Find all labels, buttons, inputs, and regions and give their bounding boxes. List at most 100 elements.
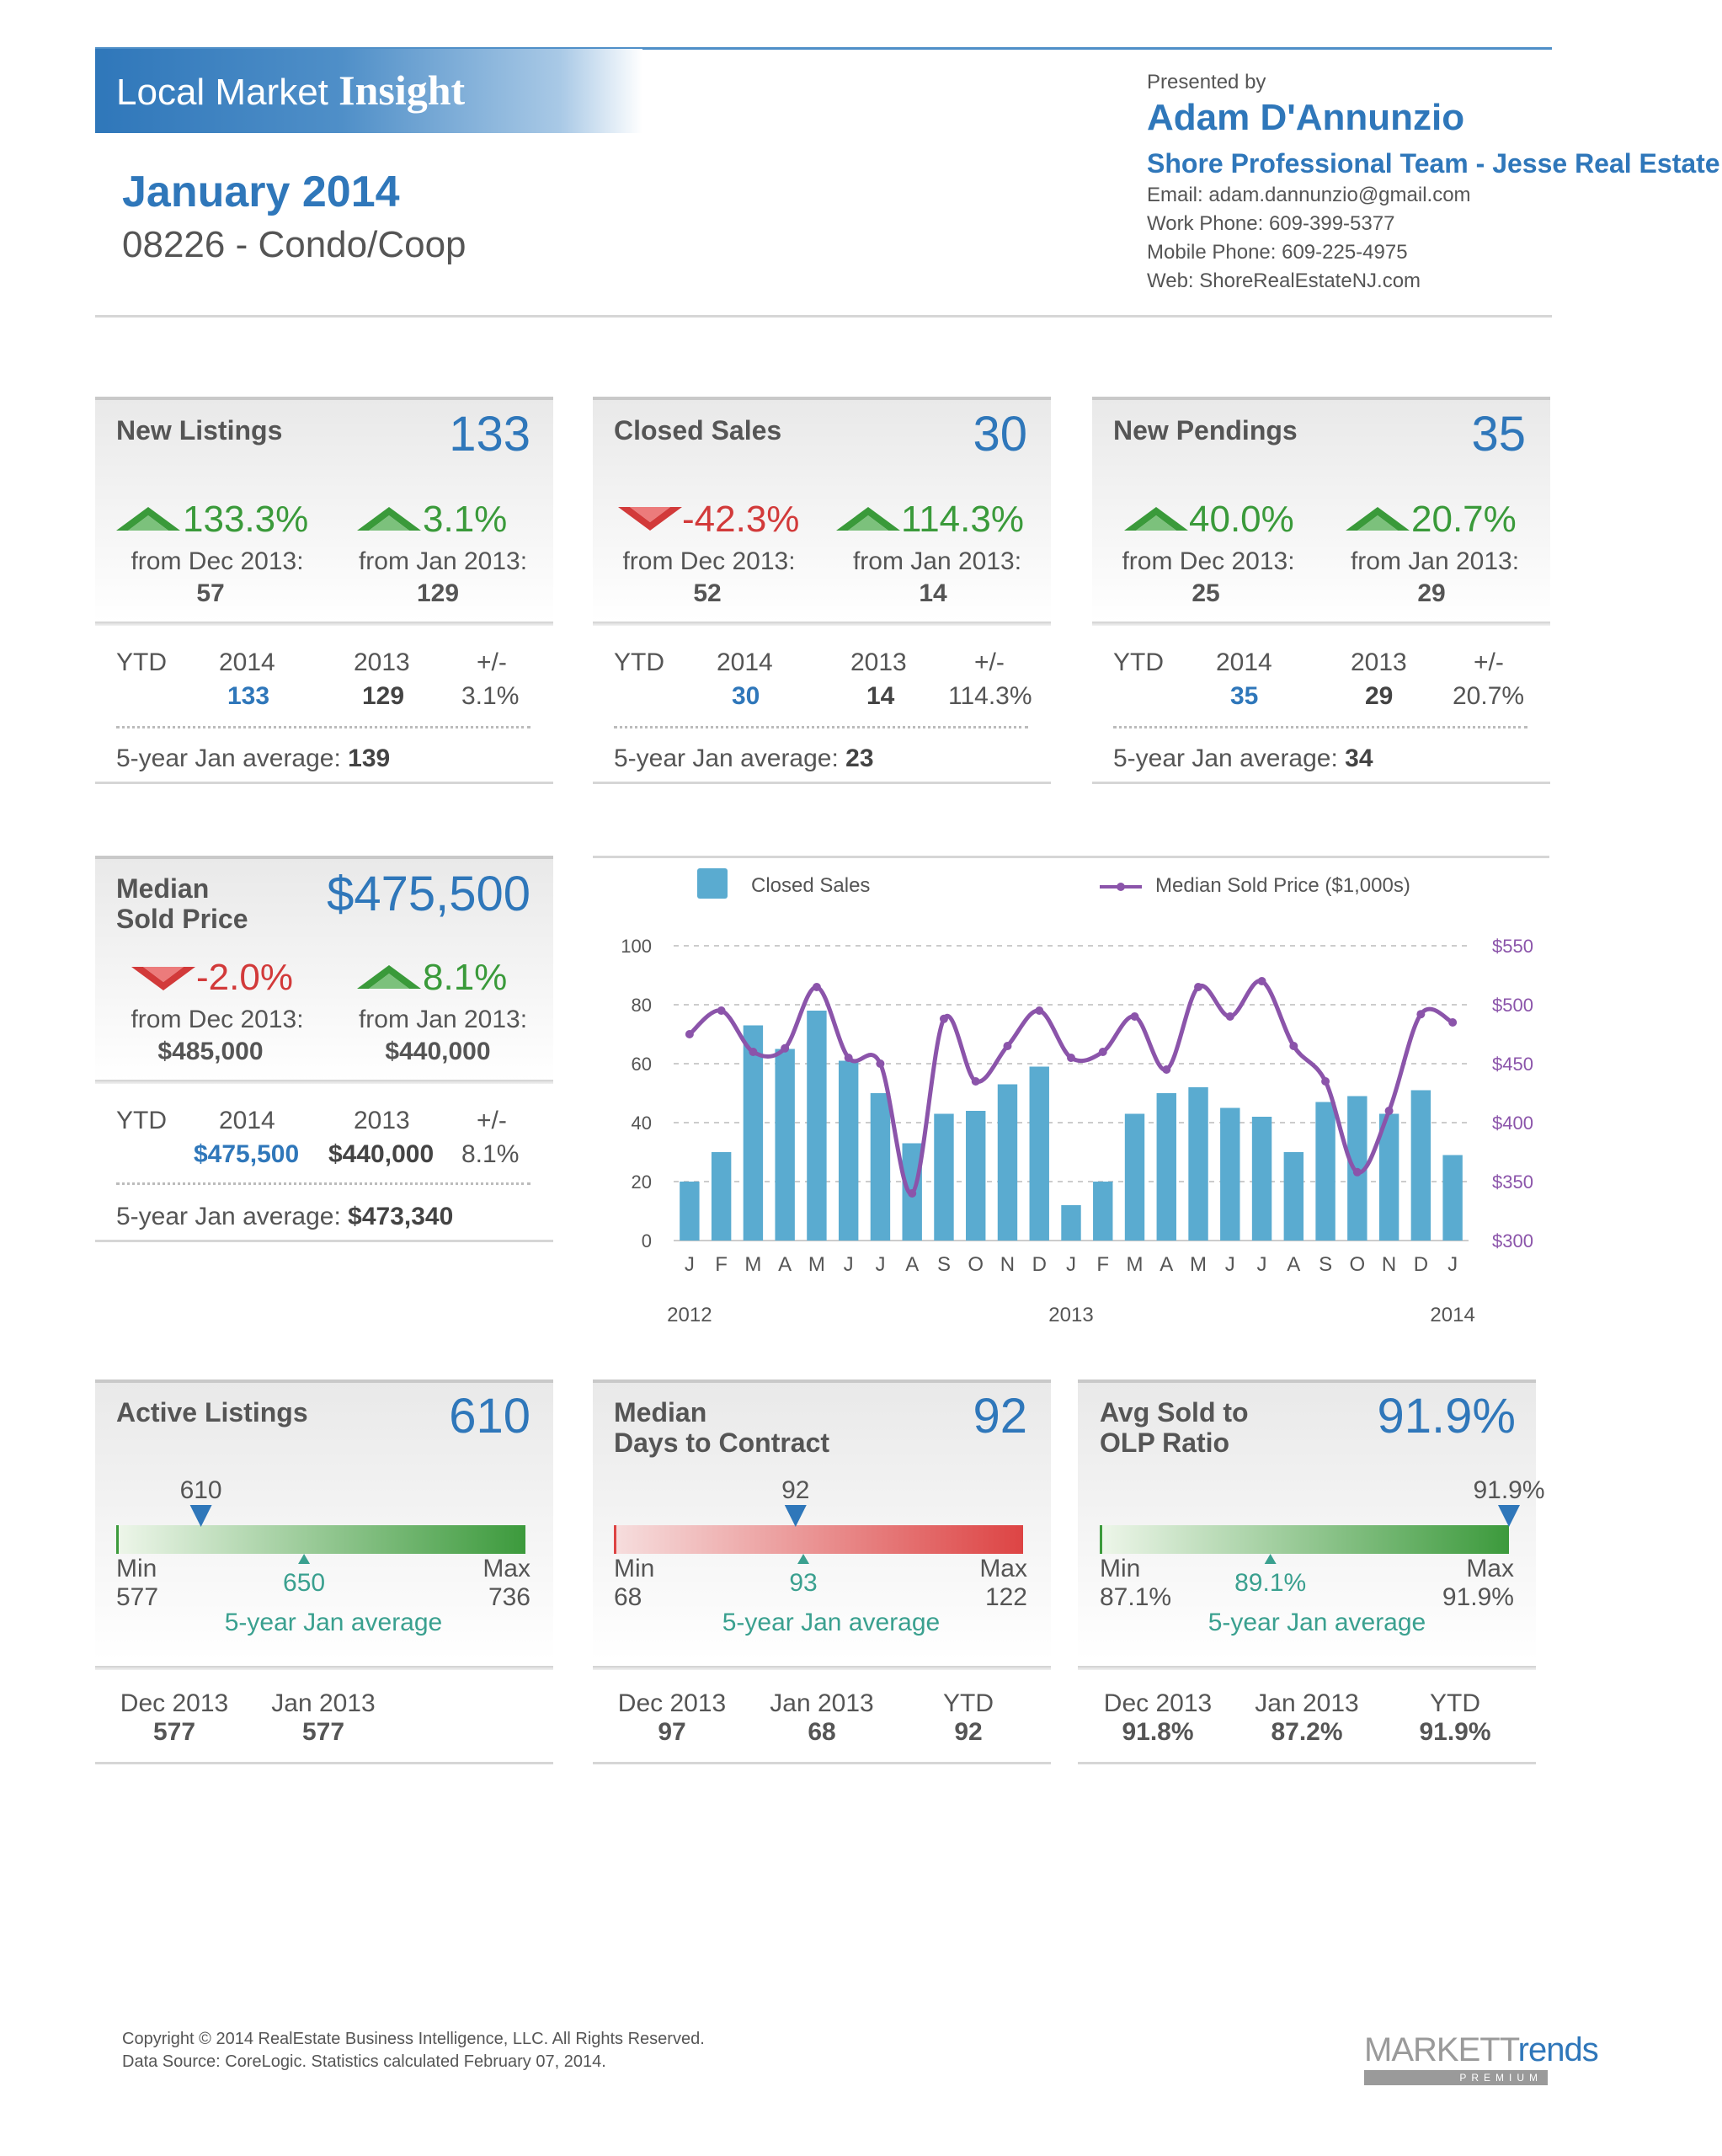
card-separator <box>95 622 553 626</box>
median-price-point <box>1225 1012 1234 1021</box>
median-price-point <box>876 1059 885 1068</box>
gauge-average-note: 5-year Jan average <box>224 1609 443 1636</box>
compare-value: 577 <box>152 1718 196 1746</box>
prev-year-value: 29 <box>1417 579 1446 607</box>
prev-month-value: 25 <box>1192 579 1220 607</box>
gauge-min-edge <box>614 1525 616 1554</box>
sold-to-olp-gauge: 91.9% 89.1% <box>1100 1476 1545 1604</box>
logo-subtitle: PREMIUM <box>1364 2070 1548 2085</box>
card-title-line2: Sold Price <box>116 904 248 934</box>
compare-label: Dec 2013 <box>120 1689 229 1717</box>
arrow-up-icon <box>1346 507 1410 531</box>
y-left-tick-label: 100 <box>621 936 652 957</box>
compare-label: Jan 2013 <box>770 1689 874 1717</box>
median-price-point <box>1162 1065 1171 1074</box>
x-month-label: F <box>1096 1253 1109 1276</box>
banner-title-prefix: Local Market <box>116 72 328 113</box>
x-month-label: A <box>1287 1253 1300 1276</box>
ytd-change-label: +/- <box>477 1107 507 1134</box>
card-bottom-rule <box>95 1240 553 1242</box>
compare-value: 92 <box>954 1718 983 1746</box>
closed-sales-bar <box>934 1113 954 1241</box>
compare-label: YTD <box>943 1689 994 1717</box>
x-month-label: A <box>905 1253 919 1276</box>
legend-line-label: Median Sold Price ($1,000s) <box>1155 874 1410 897</box>
median-price-point <box>781 1043 790 1053</box>
gauge-min-value: 68 <box>614 1583 642 1611</box>
x-month-label: O <box>1350 1253 1366 1276</box>
prev-month-value: $485,000 <box>157 1038 264 1065</box>
gauge-average-note: 5-year Jan average <box>1208 1609 1426 1636</box>
card-title-line2: Days to Contract <box>614 1428 830 1458</box>
legend-bar-swatch <box>697 868 728 899</box>
card-separator <box>1078 1666 1536 1670</box>
ytd-year-prev: 2013 <box>1351 648 1407 676</box>
prev-month-value: 57 <box>196 579 225 607</box>
agent-team: Shore Professional Team - Jesse Real Est… <box>1147 148 1720 179</box>
closed-sales-bar <box>1410 1090 1431 1241</box>
agent-website[interactable]: Web: ShoreRealEstateNJ.com <box>1147 270 1421 292</box>
closed-sales-bar <box>1251 1117 1272 1241</box>
dotted-divider <box>116 726 530 728</box>
card-header <box>1078 1380 1536 1661</box>
median-price-point <box>1003 1042 1012 1050</box>
ytd-year-prev: 2013 <box>354 1107 410 1134</box>
compare-label: Dec 2013 <box>617 1689 727 1717</box>
median-price-point <box>1416 1010 1426 1019</box>
gauge-bar <box>614 1525 1023 1554</box>
x-month-label: A <box>778 1253 792 1276</box>
gauge-bar <box>1100 1525 1509 1554</box>
closed-sales-bar <box>1378 1113 1399 1241</box>
compare-value: 577 <box>301 1718 345 1746</box>
pct-change-prev-year: 114.3% <box>901 499 1024 540</box>
ytd-year-current: 2014 <box>1216 648 1272 676</box>
closed-sales-bar <box>966 1111 986 1241</box>
median-price-point <box>749 1048 758 1056</box>
y-right-tick-label: $300 <box>1492 1230 1533 1251</box>
ytd-change-label: +/- <box>974 648 1005 676</box>
y-right-tick-label: $400 <box>1492 1113 1533 1134</box>
y-left-tick-label: 40 <box>632 1113 652 1134</box>
gauge-min-edge <box>1100 1525 1102 1554</box>
agent-email[interactable]: Email: adam.dannunzio@gmail.com <box>1147 184 1471 206</box>
arrow-up-icon <box>116 507 180 531</box>
closed-sales-bar <box>997 1084 1018 1241</box>
card-header <box>593 1380 1051 1661</box>
y-left-tick-label: 20 <box>632 1171 652 1193</box>
median-price-point <box>1289 1042 1298 1050</box>
agent-name: Adam D'Annunzio <box>1147 97 1465 138</box>
gauge-bar <box>116 1525 525 1554</box>
gauge-current-value: 610 <box>180 1476 222 1504</box>
x-month-label: N <box>1000 1253 1015 1276</box>
ytd-change-value: 114.3% <box>948 682 1032 710</box>
x-month-label: A <box>1160 1253 1173 1276</box>
ytd-year-current: 2014 <box>219 648 275 676</box>
median-price-point <box>1130 1012 1139 1021</box>
median-price-point <box>1448 1018 1458 1027</box>
ytd-prev-value: $440,000 <box>328 1140 434 1168</box>
closed-sales-bar <box>1283 1152 1304 1241</box>
compare-value: 97 <box>658 1718 686 1746</box>
ytd-current-value: $475,500 <box>194 1140 300 1168</box>
x-year-label: 2014 <box>1430 1304 1474 1326</box>
median-price-point <box>1194 983 1203 991</box>
x-month-label: M <box>744 1253 761 1276</box>
compare-label: YTD <box>1430 1689 1480 1717</box>
closed-sales-bar <box>807 1011 827 1241</box>
card-separator <box>95 1666 553 1670</box>
ytd-label: YTD <box>116 648 167 676</box>
gauge-max-label: Max <box>482 1555 530 1582</box>
compare-value: 68 <box>808 1718 836 1746</box>
prev-month-value: 52 <box>693 579 722 607</box>
prev-year-value: 129 <box>416 579 460 607</box>
median-price-point <box>939 1014 948 1023</box>
x-month-label: J <box>685 1253 695 1276</box>
x-month-label: D <box>1032 1253 1047 1276</box>
card-separator <box>1092 622 1550 626</box>
gauge-max-value: 122 <box>984 1583 1027 1611</box>
gauge-current-value: 91.9% <box>1473 1476 1544 1504</box>
x-month-label: J <box>1225 1253 1235 1276</box>
footer-data-source: Data Source: CoreLogic. Statistics calcu… <box>122 2052 606 2071</box>
card-title-line1: Median <box>116 873 210 904</box>
x-month-label: M <box>808 1253 825 1276</box>
